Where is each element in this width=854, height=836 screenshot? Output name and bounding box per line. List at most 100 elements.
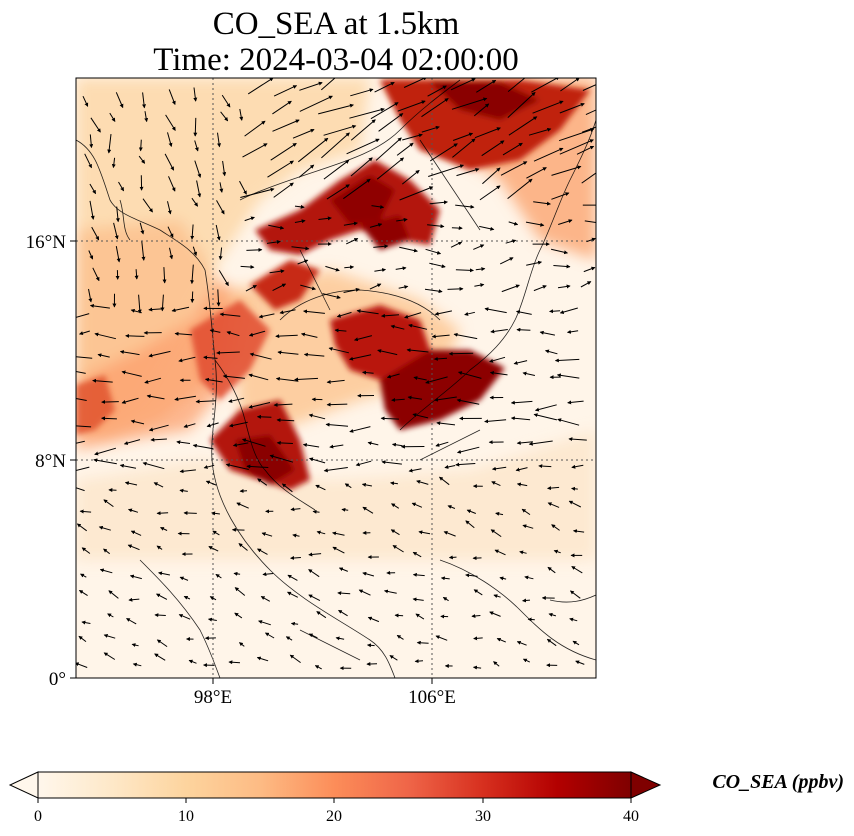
wind-arrow	[455, 462, 476, 467]
wind-arrow	[473, 244, 485, 250]
wind-arrow	[211, 511, 220, 516]
wind-arrow	[390, 481, 398, 486]
wind-arrow	[144, 377, 162, 384]
wind-arrow	[456, 398, 480, 405]
wind-arrow	[447, 286, 464, 291]
wind-arrow	[148, 307, 164, 312]
wind-arrow	[76, 440, 85, 444]
wind-arrow	[398, 285, 409, 290]
wind-arrow	[240, 265, 255, 269]
wind-arrow	[553, 264, 571, 269]
wind-arrow	[332, 531, 345, 536]
wind-arrow	[522, 371, 536, 376]
wind-arrow	[442, 596, 449, 602]
wind-arrow	[249, 352, 272, 360]
wind-arrow	[381, 460, 402, 465]
wind-arrow	[308, 457, 326, 464]
wind-arrow	[126, 618, 137, 625]
wind-arrow	[89, 303, 110, 309]
colorbar-bar	[37, 771, 632, 799]
wind-arrow	[222, 374, 245, 379]
wind-arrow	[119, 350, 140, 356]
wind-arrow	[292, 128, 315, 139]
wind-arrow	[519, 550, 527, 555]
wind-arrow	[396, 142, 414, 156]
wind-arrow	[90, 117, 101, 133]
wind-arrow	[266, 239, 281, 244]
wind-arrow	[479, 185, 501, 201]
wind-arrow	[80, 573, 87, 578]
wind-arrow	[403, 78, 428, 88]
wind-arrow	[452, 138, 476, 158]
wind-arrow	[148, 350, 171, 358]
wind-arrow	[361, 482, 372, 487]
wind-arrow	[287, 574, 298, 581]
wind-arrow	[396, 217, 408, 222]
wind-arrow	[390, 529, 400, 536]
wind-arrow	[323, 159, 350, 180]
wind-arrow	[376, 157, 405, 180]
wind-arrow	[219, 182, 224, 193]
wind-arrow	[139, 222, 145, 235]
wind-arrow	[547, 566, 556, 574]
wind-arrow	[358, 589, 371, 596]
wind-arrow	[434, 396, 457, 402]
wind-arrow	[378, 113, 404, 132]
wind-arrow	[281, 483, 293, 493]
wind-arrow	[217, 132, 222, 148]
wind-arrow	[323, 467, 348, 473]
colorbar-tick-label-0: 0	[34, 808, 42, 825]
wind-arrow	[138, 139, 143, 152]
wind-arrow	[491, 481, 501, 487]
wind-arrow	[239, 108, 244, 121]
wind-arrow	[531, 78, 560, 93]
wind-arrow	[174, 331, 193, 336]
wind-arrow	[179, 576, 189, 581]
wind-arrow	[299, 95, 333, 112]
wind-arrow	[118, 181, 125, 192]
wind-arrow	[539, 330, 556, 336]
wind-arrow	[435, 441, 449, 447]
wind-arrow	[92, 378, 113, 383]
wind-arrow	[93, 458, 117, 465]
wind-arrow	[450, 78, 476, 91]
wind-arrow	[412, 572, 425, 577]
wind-arrow	[559, 139, 594, 155]
wind-arrow	[242, 143, 268, 158]
wind-arrow	[538, 464, 552, 469]
wind-arrow	[89, 200, 95, 220]
wind-arrow	[412, 597, 424, 602]
wind-arrow	[508, 221, 519, 226]
wind-arrow	[142, 198, 153, 213]
wind-arrow	[399, 246, 418, 253]
wind-arrow	[303, 309, 325, 314]
wind-arrow	[362, 506, 374, 514]
wind-arrow	[567, 400, 584, 405]
wind-arrow	[312, 509, 320, 514]
colorbar-tick-label-40: 40	[623, 808, 639, 825]
wind-arrow	[507, 178, 533, 199]
wind-arrow	[190, 291, 195, 303]
wind-arrow	[215, 224, 221, 241]
wind-arrow	[323, 124, 357, 136]
wind-arrow	[294, 377, 319, 382]
wind-arrow	[218, 269, 229, 287]
wind-arrow	[526, 260, 543, 266]
wind-arrow	[429, 200, 448, 205]
wind-arrow	[367, 616, 380, 623]
wind-arrow	[407, 395, 423, 400]
wind-arrow	[493, 661, 500, 667]
wind-arrow	[302, 443, 320, 448]
wind-arrow	[273, 182, 294, 198]
wind-arrow	[318, 216, 332, 221]
wind-arrow	[115, 92, 124, 109]
wind-arrow	[285, 636, 293, 641]
wind-arrow	[321, 132, 350, 159]
wind-arrow	[192, 443, 214, 450]
wind-arrow	[241, 438, 266, 447]
wind-arrow	[353, 335, 373, 342]
wind-arrow	[229, 421, 248, 428]
wind-arrow	[127, 508, 139, 513]
wind-arrow	[289, 654, 301, 664]
map-title: CO_SEA at 1.5km	[212, 6, 460, 42]
